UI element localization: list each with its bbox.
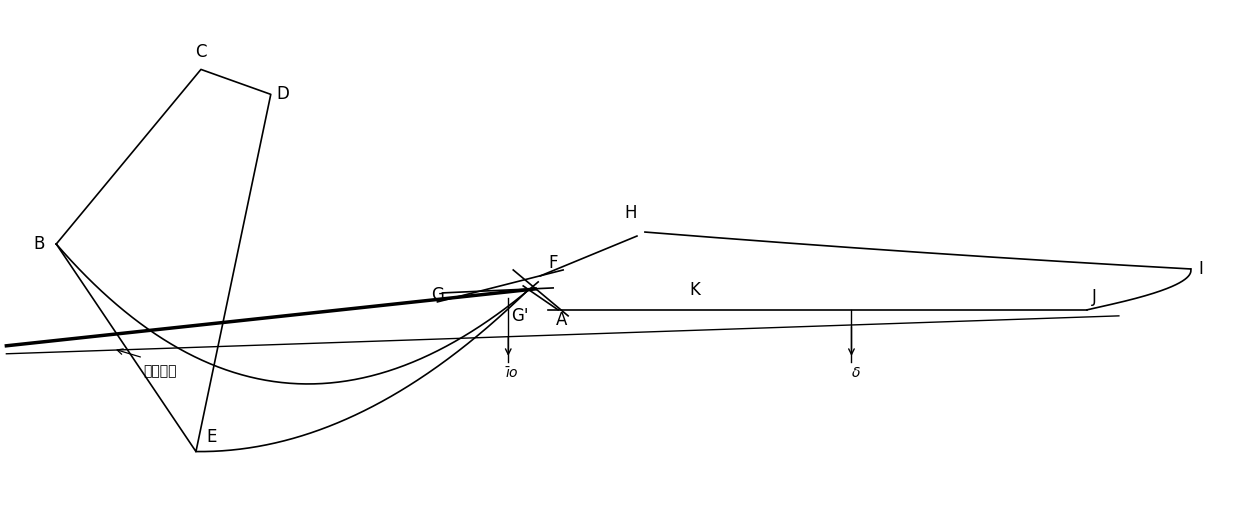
Text: F: F [548, 254, 558, 272]
Text: J: J [1092, 288, 1097, 306]
Text: B: B [33, 235, 45, 253]
Text: G': G' [511, 307, 528, 325]
Text: C: C [195, 43, 207, 61]
Text: E: E [206, 428, 216, 446]
Text: K: K [689, 281, 701, 299]
Text: $\bar{\imath}o$: $\bar{\imath}o$ [506, 366, 520, 380]
Text: A: A [557, 311, 568, 329]
Text: I: I [1199, 260, 1204, 278]
Text: H: H [625, 204, 637, 222]
Text: $\delta$: $\delta$ [851, 366, 861, 380]
Text: 芯模侧壁: 芯模侧壁 [143, 364, 176, 378]
Text: G: G [432, 286, 444, 304]
Text: D: D [277, 85, 290, 103]
